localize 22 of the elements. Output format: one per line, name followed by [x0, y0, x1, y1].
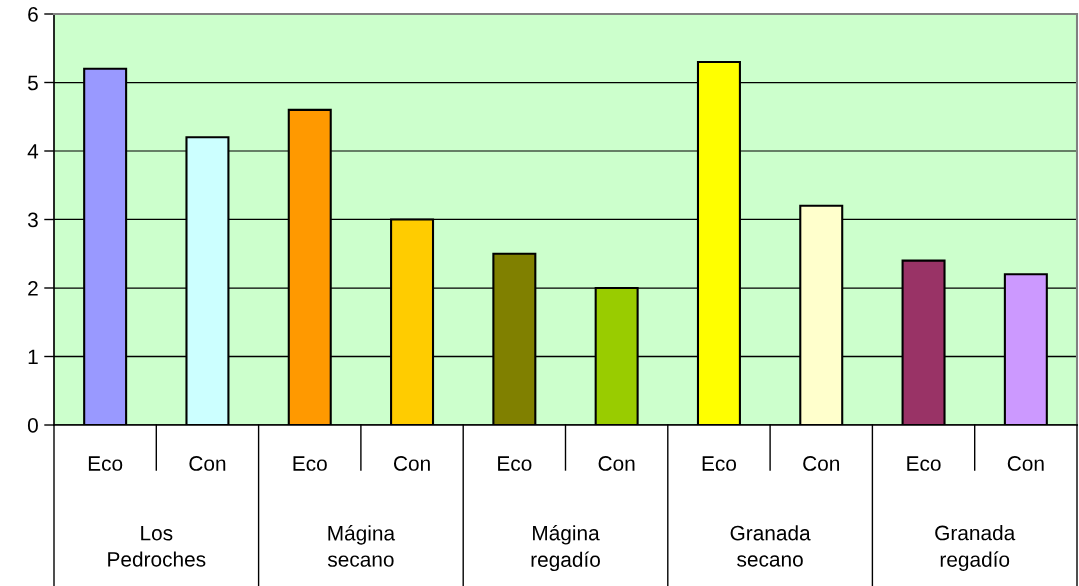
x-tick-label: Con: [394, 456, 430, 471]
x-tick-label: Con: [1007, 456, 1044, 471]
x-tick-label: Eco: [293, 456, 327, 471]
y-tick-label: 4: [27, 144, 39, 159]
x-tick-label: Eco: [498, 456, 532, 471]
y-tick-label: 6: [28, 7, 38, 22]
x-tick-label: Eco: [88, 456, 123, 471]
x-tick-label: Con: [189, 456, 226, 471]
x-tick-label: Eco: [907, 456, 941, 471]
text: Granada secano: [730, 525, 811, 567]
text: Mágina regadío: [531, 524, 600, 572]
x-tick-label: Eco: [702, 456, 737, 471]
y-tick-label: 5: [27, 75, 38, 91]
y-tick-label: 0: [27, 418, 38, 433]
x-tick-label: Con: [803, 456, 840, 471]
text: Mágina secano: [327, 525, 396, 567]
x-tick-label: Con: [598, 456, 635, 471]
y-tick-label: 1: [28, 349, 38, 365]
y-tick-label: 2: [28, 281, 38, 296]
text: Granada regadío: [935, 525, 1016, 571]
y-tick-label: 3: [27, 212, 38, 228]
text: Los Pedroches: [108, 525, 206, 567]
